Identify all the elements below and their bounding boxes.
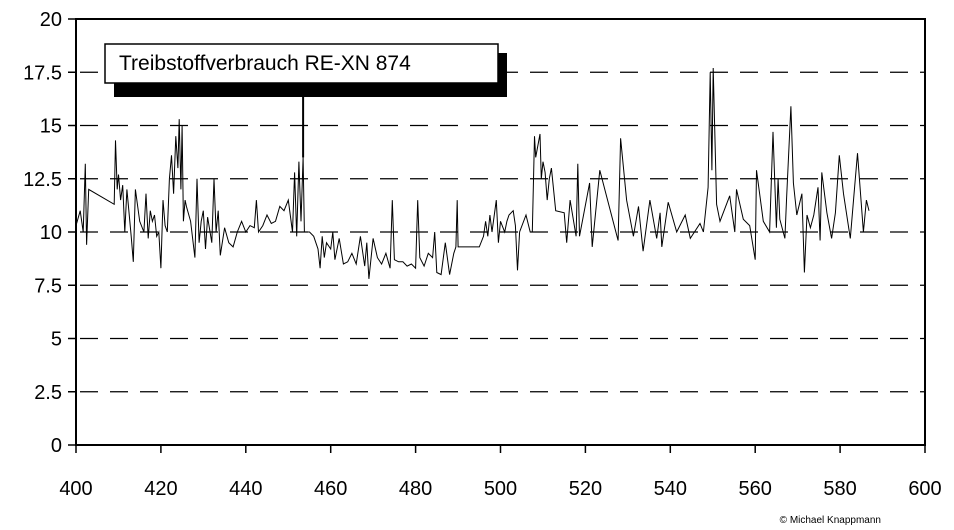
x-tick-label: 580 — [823, 478, 856, 500]
x-tick-label: 460 — [314, 478, 347, 500]
x-tick-label: 520 — [569, 478, 602, 500]
x-tick-label: 540 — [654, 478, 687, 500]
title-box — [104, 43, 499, 84]
x-tick-label: 560 — [739, 478, 772, 500]
y-tick-label: 2.5 — [34, 382, 62, 404]
y-tick-label: 17.5 — [23, 62, 62, 84]
y-tick-label: 5 — [51, 329, 62, 351]
x-axis-ticks: 400 420 440 460 480 500 520 540 560 580 600 — [59, 445, 942, 500]
y-tick-label: 7.5 — [34, 275, 62, 297]
x-tick-label: 420 — [144, 478, 177, 500]
chart-title: Treibstoffverbrauch RE-XN 874 — [119, 52, 411, 75]
y-tick-label: 15 — [40, 116, 62, 138]
y-tick-label: 0 — [51, 435, 62, 457]
x-tick-label: 600 — [908, 478, 941, 500]
x-tick-label: 480 — [399, 478, 432, 500]
grid-lines — [76, 71, 925, 393]
y-tick-label: 12.5 — [23, 169, 62, 191]
copyright-text: © Michael Knappmann — [780, 515, 881, 526]
plot-frame — [75, 18, 926, 446]
x-tick-label: 440 — [229, 478, 262, 500]
y-axis-ticks: 0 2.5 5 7.5 10 12.5 15 17.5 20 — [23, 9, 76, 457]
x-tick-label: 500 — [484, 478, 517, 500]
y-tick-label: 20 — [40, 9, 62, 31]
y-tick-label: 10 — [40, 222, 62, 244]
series-line — [75, 67, 870, 279]
x-tick-label: 400 — [59, 478, 92, 500]
